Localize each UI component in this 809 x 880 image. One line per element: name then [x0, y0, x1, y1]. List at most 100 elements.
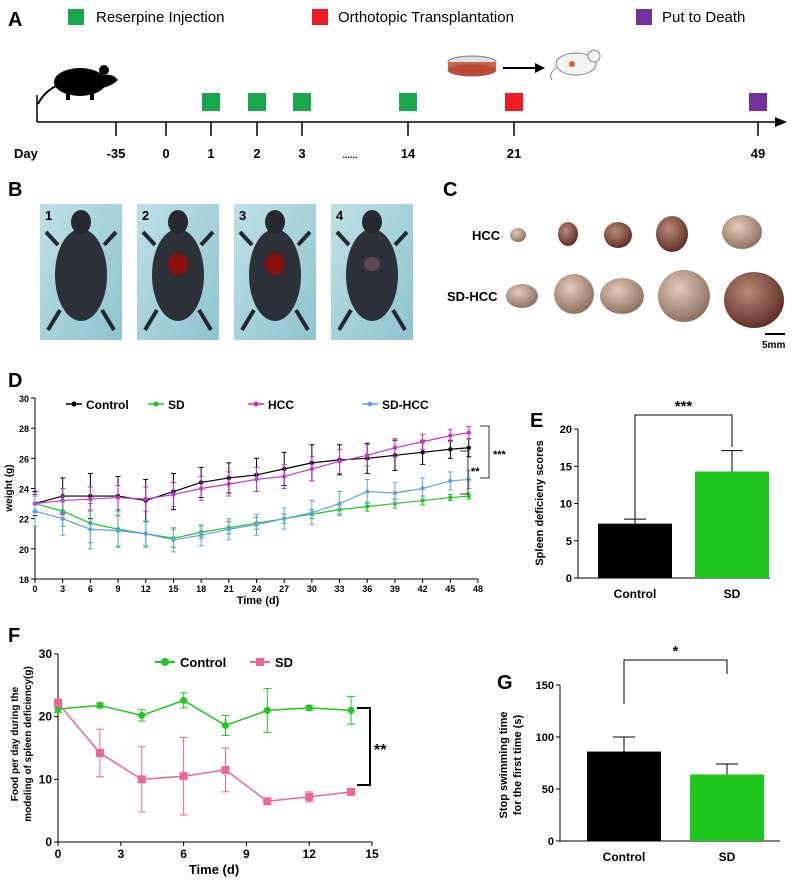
bar: [695, 471, 769, 578]
legend-marker: [253, 401, 259, 407]
y-tick-label: 150: [536, 680, 554, 692]
petri-dish-icon: [447, 55, 497, 77]
data-point: [88, 496, 93, 502]
row-label-hcc: HCC: [472, 228, 501, 243]
data-point: [263, 797, 272, 806]
panel-b-photos: B 1 2 3 4: [8, 179, 413, 340]
tumor-sd-hcc-3: [600, 278, 644, 314]
tumor-hcc-2: [558, 222, 578, 246]
data-point: [115, 528, 121, 533]
timeline-event-marker: [399, 93, 417, 111]
legend-swatch-transplant: [312, 9, 328, 25]
y-axis-label: weight (g): [4, 464, 15, 512]
y-tick-label: 0: [566, 573, 572, 585]
legend-label-death: Put to Death: [662, 9, 745, 26]
data-point: [60, 516, 65, 521]
data-point: [365, 453, 370, 458]
panel-b-label: B: [8, 179, 22, 201]
x-tick-label: 33: [335, 584, 345, 594]
y-axis-label: Stop swimming time: [498, 712, 510, 819]
data-point: [309, 466, 315, 472]
mouse-head: [362, 210, 382, 234]
data-point: [137, 775, 146, 784]
mouse-limb: [46, 308, 62, 332]
x-tick-label: 18: [196, 584, 206, 594]
data-point: [420, 450, 425, 455]
y-tick-label: 10: [560, 499, 572, 511]
timeline-day-label: 3: [298, 146, 305, 161]
data-point: [392, 445, 398, 450]
y-tick-label: 28: [19, 424, 29, 434]
data-point: [54, 705, 62, 713]
panel-f-label: F: [8, 625, 20, 647]
data-point: [198, 533, 204, 538]
x-tick-label: 0: [55, 847, 62, 861]
category-label: Control: [603, 850, 646, 864]
data-point: [448, 433, 453, 438]
data-point: [347, 706, 355, 714]
x-tick-label: 24: [251, 584, 261, 594]
tumor-site: [265, 253, 285, 275]
y-tick-label: 20: [39, 710, 53, 724]
y-tick-label: 50: [542, 784, 554, 796]
data-point: [171, 537, 176, 542]
photo-number: 2: [142, 208, 149, 223]
significance-bracket: [480, 425, 490, 479]
data-point: [180, 696, 188, 704]
panel-a-timeline: A Reserpine Injection Orthotopic Transpl…: [8, 9, 787, 161]
mouse-limb: [100, 308, 116, 332]
legend-label-reserpine: Reserpine Injection: [96, 9, 224, 26]
panel-e-label: E: [530, 410, 543, 432]
data-point: [226, 527, 232, 532]
photo-number: 4: [336, 208, 344, 223]
data-point: [88, 527, 93, 532]
x-axis-label: Time (d): [237, 595, 280, 607]
timeline-day-label: 2: [253, 146, 260, 161]
significance-label: *: [673, 643, 679, 660]
y-axis-label: Spleen deficieny scores: [534, 440, 546, 565]
data-point: [365, 489, 370, 494]
x-tick-label: 45: [445, 584, 455, 594]
mouse-limb: [238, 230, 254, 247]
y-axis-label: for the first time (s): [512, 715, 524, 816]
panel-g-label: G: [497, 672, 513, 694]
timeline-event-marker: [248, 93, 266, 111]
y-tick-label: 24: [19, 485, 29, 495]
data-point: [221, 721, 229, 729]
x-tick-label: 6: [180, 847, 187, 861]
data-point: [226, 481, 232, 487]
tumor-sd-hcc-4: [658, 270, 710, 322]
mouse-body: [55, 229, 107, 321]
mouse-body: [346, 229, 398, 321]
bar: [690, 774, 764, 841]
mouse-head: [71, 210, 91, 234]
panel-d-label: D: [8, 370, 22, 392]
series-line: [34, 478, 469, 541]
data-point: [115, 495, 121, 500]
data-point: [392, 490, 398, 496]
category-label: SD: [724, 587, 741, 601]
mouse-icon: [37, 65, 118, 105]
tumor-site: [364, 257, 380, 271]
x-tick-label: 39: [390, 584, 400, 594]
timeline-day-label: 49: [751, 146, 765, 161]
legend-marker: [256, 658, 264, 666]
tumor-sd-hcc-5: [724, 272, 784, 328]
y-tick-label: 10: [39, 772, 53, 786]
x-tick-label: 12: [303, 847, 317, 861]
y-tick-label: 15: [560, 461, 572, 473]
series-line: [57, 699, 352, 727]
mouse-limb: [296, 230, 312, 247]
timeline-day-label: 0: [162, 146, 169, 161]
data-point: [337, 459, 342, 464]
x-tick-label: 27: [279, 584, 289, 594]
tumor-hcc-3: [604, 222, 632, 248]
legend-label-transplant: Orthotopic Transplantation: [338, 9, 514, 26]
tumor-sd-hcc-2: [554, 274, 594, 314]
data-point: [448, 478, 453, 484]
timeline-day-label: 14: [401, 146, 416, 161]
data-point: [198, 486, 204, 491]
significance-bracket: [460, 450, 469, 495]
timeline-axis-label: Day: [14, 146, 39, 161]
